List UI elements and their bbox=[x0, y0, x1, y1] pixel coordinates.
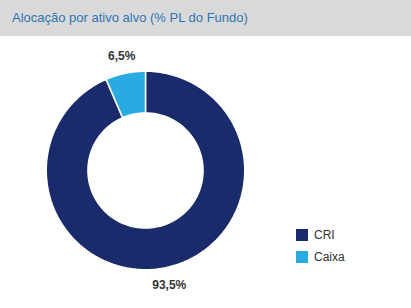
html-text:CRI: CRI bbox=[314, 228, 335, 242]
svg-text:93,5%: 93,5% bbox=[152, 278, 186, 292]
html-text:Alocação por ativo alvo (% PL: Alocação por ativo alvo (% PL do Fundo) bbox=[12, 10, 248, 25]
html-text:Caixa: Caixa bbox=[314, 250, 345, 264]
svg-text:6,5%: 6,5% bbox=[108, 49, 136, 63]
